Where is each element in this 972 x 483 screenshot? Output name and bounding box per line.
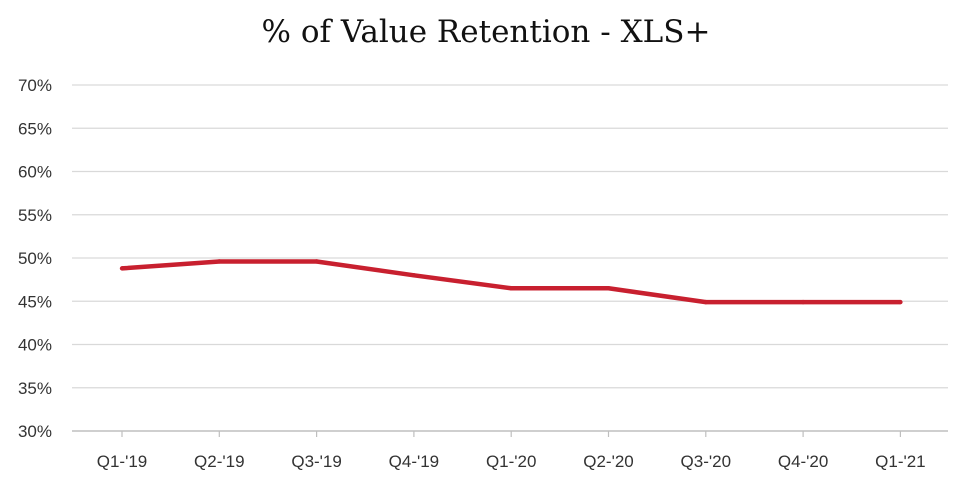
data-point — [898, 299, 903, 305]
x-tick-label: Q1-'20 — [486, 452, 537, 471]
x-tick-label: Q4-'20 — [778, 452, 829, 471]
x-tick-label: Q1-'21 — [875, 452, 926, 471]
data-point — [800, 299, 806, 305]
data-point — [217, 259, 222, 264]
x-tick-label: Q3-'20 — [681, 452, 732, 471]
y-tick-label: 50% — [18, 249, 52, 268]
y-tick-label: 55% — [18, 206, 52, 225]
x-axis-ticks: Q1-'19 Q2-'19 Q3-'19 Q4-'19 Q1-'20 Q2-'20 Q3-'… — [97, 431, 926, 471]
x-tick-label: Q4-'19 — [389, 452, 440, 471]
data-point — [314, 259, 319, 264]
chart-title: % of Value Retention - XLS+ — [261, 14, 711, 50]
y-tick-label: 40% — [18, 336, 52, 355]
x-tick-label: Q2-'20 — [583, 452, 634, 471]
data-point — [411, 273, 417, 278]
x-tick-label: Q1-'19 — [97, 452, 148, 471]
data-point — [119, 266, 125, 271]
y-tick-label: 30% — [18, 422, 52, 441]
y-tick-label: 45% — [18, 292, 52, 311]
data-point — [606, 286, 611, 291]
x-tick-label: Q2-'19 — [194, 452, 245, 471]
x-tick-label: Q3-'19 — [291, 452, 342, 471]
gridlines — [72, 84, 948, 432]
y-tick-label: 60% — [18, 163, 52, 182]
y-tick-label: 70% — [18, 76, 52, 95]
data-point — [703, 299, 708, 305]
y-tick-label: 65% — [18, 119, 52, 138]
y-tick-label: 35% — [18, 379, 52, 398]
y-axis-ticks: 30% 35% 40% 45% 50% 55% 60% 65% 70% — [18, 76, 52, 441]
series-layer — [119, 259, 903, 305]
data-point — [509, 286, 514, 291]
series-line — [121, 259, 901, 305]
